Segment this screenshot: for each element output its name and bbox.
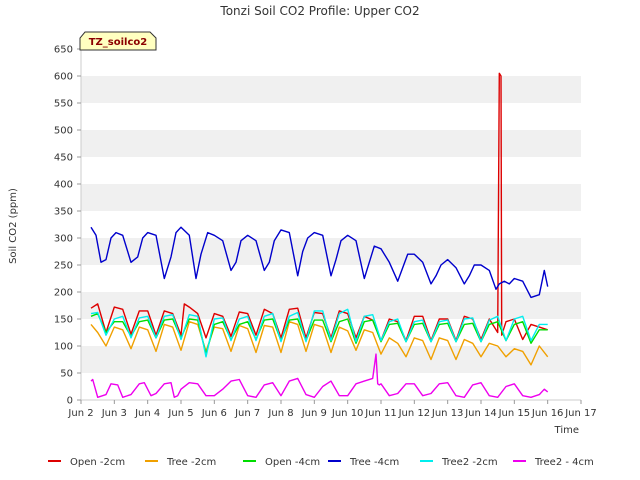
y-tick-label: 300 bbox=[54, 234, 73, 245]
y-tick-label: 600 bbox=[54, 72, 73, 83]
y-tick-label: 450 bbox=[54, 153, 73, 164]
x-axis: Jun 2 Jun 3 Jun 4 Jun 5 Jun 6 Jun 7 Jun 8 Jun 9… bbox=[67, 399, 597, 419]
x-tick-label: Jun 15 bbox=[498, 408, 531, 419]
x-tick-label: Jun 16 bbox=[531, 408, 564, 419]
legend-label-tree2-4cm: Tree2 - 4cm bbox=[534, 457, 594, 468]
x-axis-title: Time bbox=[554, 425, 579, 436]
y-tick-label: 550 bbox=[54, 99, 73, 110]
y-tick-label: 500 bbox=[54, 126, 73, 137]
x-tick-label: Jun 13 bbox=[431, 408, 464, 419]
y-tick-label: 650 bbox=[54, 45, 73, 56]
x-tick-label: Jun 12 bbox=[398, 408, 431, 419]
y-axis: 0 50 100 150 200 250 300 350 400 450 500 550 600 650 bbox=[54, 45, 82, 407]
legend-label-tree-4cm: Tree -4cm bbox=[349, 457, 399, 468]
legend-label-open-2cm: Open -2cm bbox=[70, 457, 125, 468]
chart-title: Tonzi Soil CO2 Profile: Upper CO2 bbox=[219, 4, 419, 18]
series-line-tree2-4cm bbox=[90, 353, 549, 398]
series-line-tree-4cm bbox=[90, 226, 549, 299]
x-tick-label: Jun 6 bbox=[201, 408, 227, 419]
series-line-tree-2cm bbox=[90, 321, 549, 366]
series-line-tree2-2cm bbox=[90, 308, 548, 358]
legend-label-tree-2cm: Tree -2cm bbox=[166, 457, 216, 468]
y-tick-label: 100 bbox=[54, 342, 73, 353]
x-tick-label: Jun 17 bbox=[564, 408, 597, 419]
y-tick-label: 400 bbox=[54, 180, 73, 191]
x-tick-label: Jun 14 bbox=[464, 408, 497, 419]
x-tick-label: Jun 3 bbox=[101, 408, 127, 419]
series-layer bbox=[90, 72, 549, 398]
x-tick-label: Jun 9 bbox=[301, 408, 327, 419]
y-tick-label: 350 bbox=[54, 207, 73, 218]
y-tick-label: 0 bbox=[67, 396, 73, 407]
legend-label-open-4cm: Open -4cm bbox=[265, 457, 320, 468]
grid-band bbox=[81, 238, 581, 265]
x-tick-label: Jun 4 bbox=[134, 408, 160, 419]
badge-label: TZ_soilco2 bbox=[89, 37, 148, 48]
grid-band bbox=[81, 76, 581, 103]
badge: TZ_soilco2 bbox=[79, 31, 157, 51]
grid-band bbox=[81, 130, 581, 157]
y-tick-label: 200 bbox=[54, 288, 73, 299]
y-axis-title: Soil CO2 (ppm) bbox=[8, 188, 19, 264]
x-tick-label: Jun 10 bbox=[331, 408, 364, 419]
x-tick-label: Jun 8 bbox=[267, 408, 293, 419]
y-tick-label: 150 bbox=[54, 315, 73, 326]
legend-label-tree2-2cm: Tree2 -2cm bbox=[441, 457, 498, 468]
x-tick-label: Jun 7 bbox=[234, 408, 260, 419]
y-tick-label: 50 bbox=[60, 369, 73, 380]
series-line-open-4cm bbox=[90, 312, 548, 355]
grid-bands bbox=[81, 49, 581, 400]
x-tick-label: Jun 11 bbox=[364, 408, 397, 419]
x-tick-label: Jun 5 bbox=[167, 408, 193, 419]
badge-shape bbox=[79, 31, 157, 51]
x-tick-label: Jun 2 bbox=[67, 408, 93, 419]
legend: Open -2cm Tree -2cm Open -4cm Tree -4cm Tree… bbox=[48, 457, 594, 468]
y-tick-label: 250 bbox=[54, 261, 73, 272]
grid-band bbox=[81, 184, 581, 211]
grid-band bbox=[81, 292, 581, 319]
